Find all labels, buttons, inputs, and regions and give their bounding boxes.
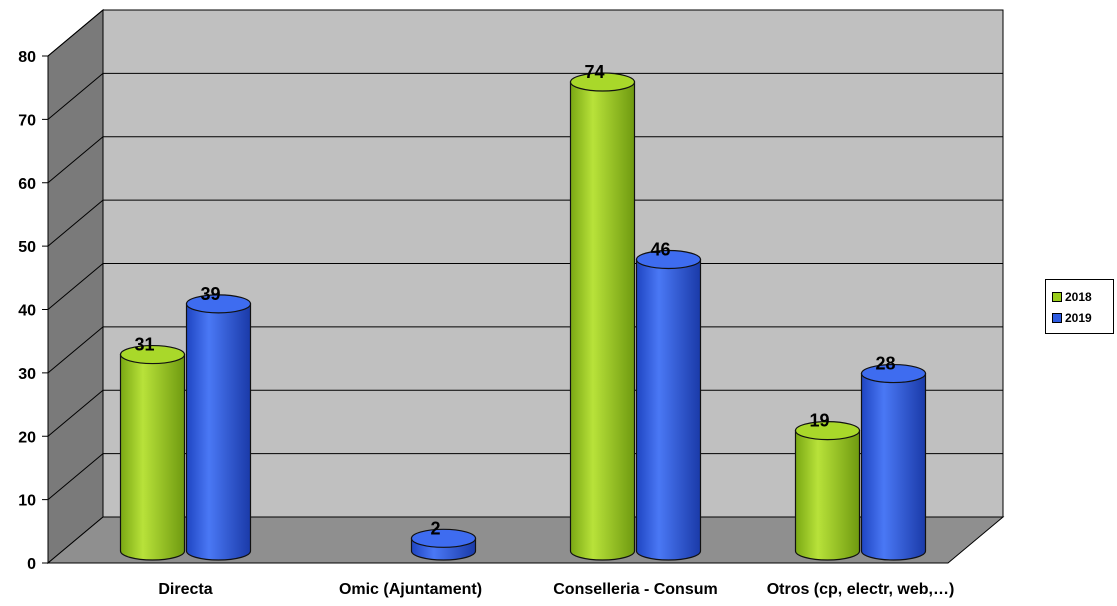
gridline-side: [47, 72, 104, 120]
legend: 2018 2019: [1045, 279, 1114, 334]
legend-item-2018: 2018: [1052, 286, 1113, 307]
legend-label-2018: 2018: [1065, 289, 1092, 304]
bar-2019-0: [185, 294, 252, 561]
bars: [119, 72, 927, 561]
y-tick-label: 60: [18, 176, 36, 193]
data-label: 19: [809, 411, 829, 431]
gridline-side: [47, 263, 104, 310]
legend-swatch-2018: [1052, 291, 1062, 302]
y-tick-label: 0: [27, 556, 36, 573]
bar-top: [569, 72, 636, 92]
bar-2018-3: [794, 420, 861, 561]
bar-top: [794, 420, 861, 441]
bar-top: [635, 249, 702, 270]
data-label: 46: [650, 239, 670, 259]
bar-body: [794, 429, 861, 561]
gridline-side: [47, 199, 104, 247]
gridline-side: [47, 326, 104, 374]
x-tick-label: Otros (cp, electr, web,…): [767, 581, 955, 598]
legend-label-2019: 2019: [1065, 310, 1092, 325]
bar-top: [410, 528, 477, 548]
bar-body: [860, 372, 927, 561]
y-tick-label: 70: [18, 112, 36, 129]
gridlines: [47, 9, 1003, 501]
y-tick-label: 10: [18, 493, 36, 510]
x-tick-label: Directa: [158, 581, 212, 598]
bar-body: [119, 353, 186, 561]
data-label: 74: [584, 62, 604, 82]
data-label: 31: [134, 335, 154, 355]
data-label: 28: [875, 354, 895, 374]
data-labels: 31 39 2 74 46 19 28: [134, 62, 895, 538]
gridline-side: [47, 453, 104, 501]
x-tick-label: Omic (Ajuntament): [339, 581, 482, 598]
gridline-side: [47, 389, 104, 437]
bar-body: [635, 258, 702, 561]
bar-top: [185, 294, 252, 314]
bar-2018-0: [119, 344, 186, 561]
data-label: 39: [200, 284, 220, 304]
data-label: 2: [430, 518, 440, 538]
y-tick-label: 50: [18, 239, 36, 256]
x-axis-labels: Directa Omic (Ajuntament) Conselleria - Co…: [158, 581, 954, 598]
bar-top: [119, 344, 186, 365]
bar-top: [860, 363, 927, 384]
gridline-side: [47, 136, 104, 184]
y-tick-label: 80: [18, 49, 36, 66]
y-tick-label: 30: [18, 366, 36, 383]
bar-2018-2: [569, 72, 636, 561]
bar-body: [185, 303, 252, 561]
y-tick-label: 20: [18, 429, 36, 446]
bar-2019-1: [410, 528, 477, 561]
bar-2019-3: [860, 363, 927, 561]
y-axis: 0 10 20 30 40 50 60 70 80: [18, 49, 948, 573]
legend-swatch-2019: [1052, 312, 1062, 323]
y-tick-label: 40: [18, 303, 36, 320]
bar-2019-2: [635, 249, 702, 561]
legend-item-2019: 2019: [1052, 307, 1113, 328]
x-tick-label: Conselleria - Consum: [553, 581, 717, 598]
bar-body: [569, 81, 636, 561]
gridline-side: [47, 9, 104, 57]
